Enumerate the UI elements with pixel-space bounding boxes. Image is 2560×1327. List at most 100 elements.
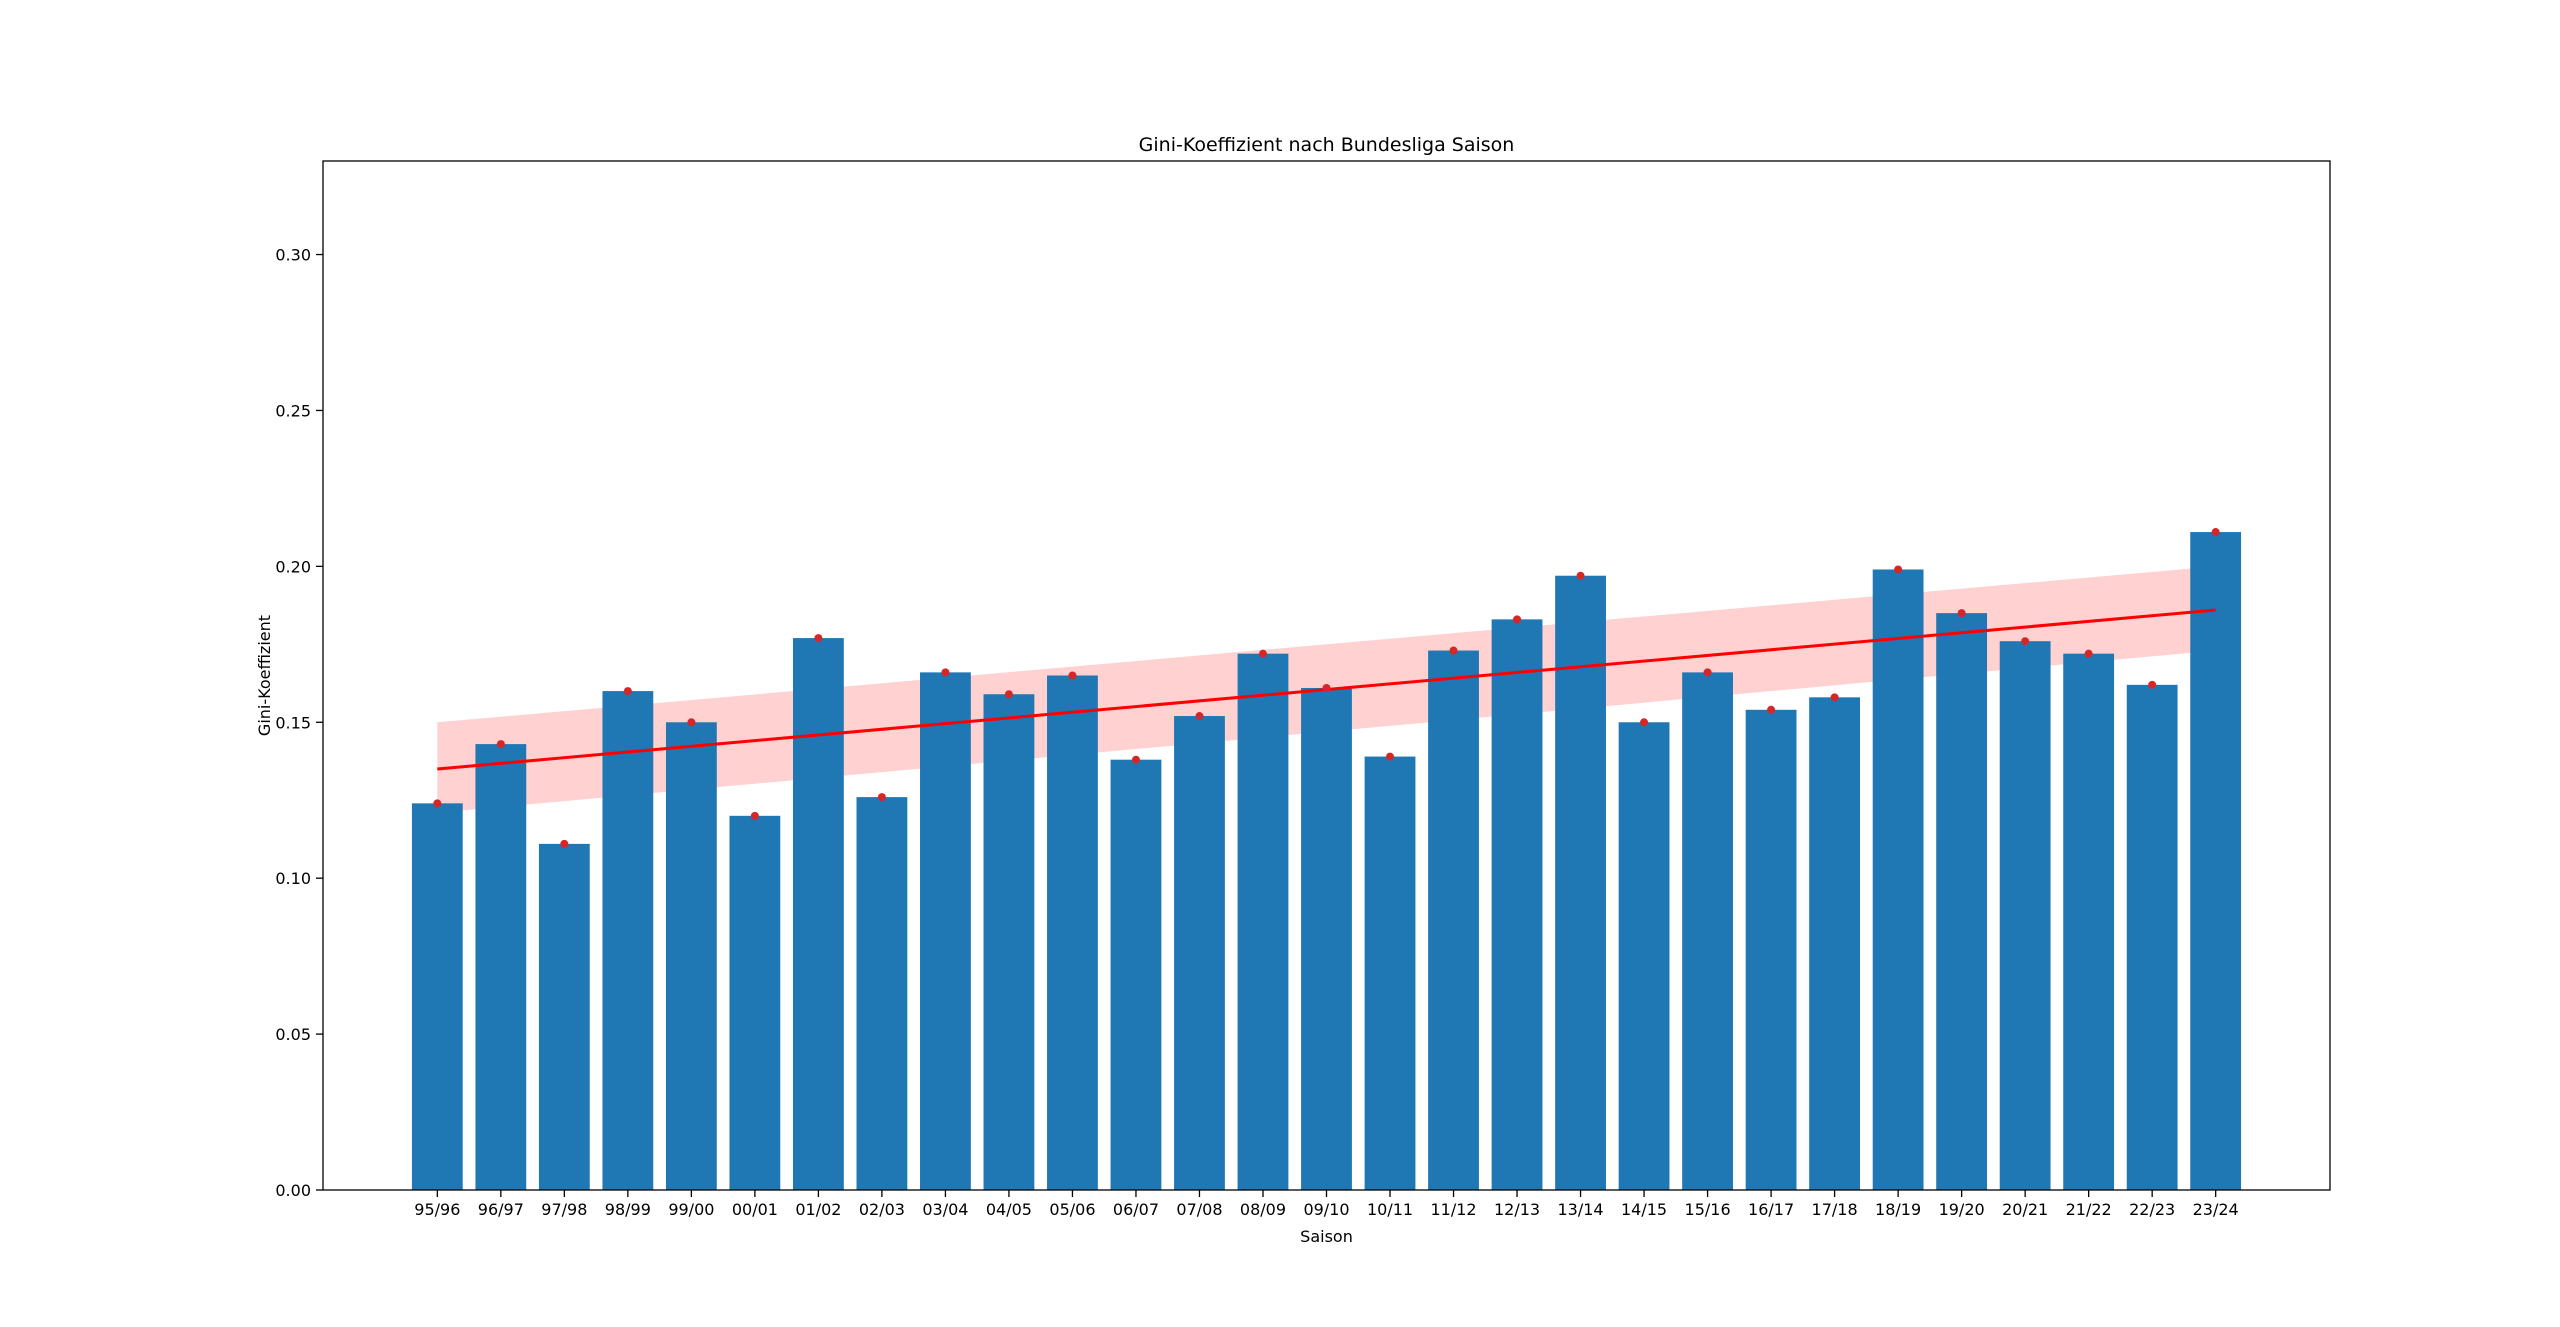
point-23-24	[2211, 528, 2220, 537]
x-tick-label: 97/98	[541, 1200, 587, 1219]
point-98-99	[623, 687, 632, 696]
bar-20-21	[1999, 641, 2051, 1190]
bar-98-99	[602, 691, 654, 1190]
x-tick-label: 21/22	[2066, 1200, 2112, 1219]
point-21-22	[2084, 649, 2093, 658]
bar-05-06	[1047, 675, 1098, 1190]
x-tick-label: 20/21	[2002, 1200, 2048, 1219]
point-17-18	[1830, 693, 1839, 702]
point-02-03	[877, 793, 886, 802]
point-04-05	[1004, 690, 1013, 699]
x-tick-label: 05/06	[1049, 1200, 1095, 1219]
y-axis: 0.00 0.05 0.10 0.15 0.20 0.25 0.30	[275, 246, 323, 1200]
point-22-23	[2148, 680, 2157, 689]
bar-95-96	[411, 803, 463, 1190]
bar-06-07	[1110, 759, 1162, 1190]
x-tick-label: 17/18	[1812, 1200, 1858, 1219]
y-tick-label: 0.25	[275, 401, 311, 420]
x-tick-label: 14/15	[1621, 1200, 1667, 1219]
x-tick-label: 16/17	[1748, 1200, 1794, 1219]
point-05-06	[1068, 671, 1077, 680]
x-tick-label: 98/99	[605, 1200, 651, 1219]
bar-23-24	[2190, 532, 2242, 1190]
bar-99-00	[665, 722, 717, 1190]
bar-13-14	[1555, 575, 1606, 1190]
bar-07-08	[1174, 716, 1225, 1190]
point-08-09	[1258, 649, 1267, 658]
y-tick-label: 0.10	[275, 869, 311, 888]
point-11-12	[1449, 646, 1458, 655]
x-tick-label: 07/08	[1176, 1200, 1222, 1219]
point-96-97	[496, 740, 505, 749]
points-layer	[433, 528, 2220, 848]
bar-00-01	[729, 815, 781, 1190]
point-09-10	[1322, 683, 1331, 692]
bar-97-98	[538, 843, 590, 1190]
bar-22-23	[2126, 684, 2178, 1190]
bar-04-05	[983, 694, 1035, 1190]
x-tick-label: 96/97	[478, 1200, 524, 1219]
point-20-21	[2021, 637, 2030, 646]
bar-21-22	[2063, 653, 2115, 1190]
y-tick-label: 0.20	[275, 557, 311, 576]
y-tick-label: 0.30	[275, 246, 311, 265]
point-03-04	[941, 668, 950, 677]
point-15-16	[1703, 668, 1712, 677]
bar-02-03	[856, 797, 908, 1190]
bar-19-20	[1936, 613, 1988, 1190]
point-95-96	[433, 799, 442, 808]
point-00-01	[750, 811, 759, 820]
x-tick-label: 06/07	[1113, 1200, 1159, 1219]
bar-03-04	[920, 672, 971, 1190]
x-tick-label: 12/13	[1494, 1200, 1540, 1219]
x-tick-label: 18/19	[1875, 1200, 1921, 1219]
bar-16-17	[1745, 709, 1797, 1190]
y-tick-label: 0.05	[275, 1025, 311, 1044]
x-axis-label: Saison	[1300, 1227, 1353, 1246]
bar-09-10	[1301, 687, 1352, 1190]
bar-01-02	[792, 638, 844, 1190]
x-tick-label: 09/10	[1303, 1200, 1349, 1219]
point-14-15	[1640, 718, 1649, 727]
bars-layer	[411, 532, 2242, 1190]
x-tick-label: 00/01	[732, 1200, 778, 1219]
x-tick-label: 22/23	[2129, 1200, 2175, 1219]
bar-17-18	[1809, 697, 1861, 1190]
point-18-19	[1894, 565, 1903, 574]
x-tick-label: 02/03	[859, 1200, 905, 1219]
y-tick-label: 0.00	[275, 1181, 311, 1200]
x-axis: 95/96 96/97 97/98 98/99 99/00 00/01 01/02 02/03…	[414, 1190, 2239, 1219]
x-tick-label: 11/12	[1430, 1200, 1476, 1219]
x-tick-label: 15/16	[1685, 1200, 1731, 1219]
x-tick-label: 13/14	[1557, 1200, 1603, 1219]
y-axis-label: Gini-Koeffizient	[255, 615, 274, 736]
bar-08-09	[1237, 653, 1289, 1190]
bar-14-15	[1618, 722, 1670, 1190]
point-12-13	[1513, 615, 1522, 624]
point-19-20	[1957, 609, 1966, 618]
x-tick-label: 08/09	[1240, 1200, 1286, 1219]
point-06-07	[1131, 755, 1140, 764]
bar-12-13	[1491, 619, 1543, 1190]
chart-title: Gini-Koeffizient nach Bundesliga Saison	[1139, 134, 1515, 156]
x-tick-label: 03/04	[922, 1200, 968, 1219]
point-13-14	[1576, 571, 1585, 580]
point-97-98	[560, 839, 569, 848]
point-10-11	[1386, 752, 1395, 761]
x-tick-label: 19/20	[1939, 1200, 1985, 1219]
x-tick-label: 99/00	[668, 1200, 714, 1219]
bar-96-97	[475, 744, 527, 1190]
bar-10-11	[1364, 756, 1416, 1190]
point-99-00	[687, 718, 696, 727]
y-tick-label: 0.15	[275, 713, 311, 732]
x-tick-label: 10/11	[1367, 1200, 1413, 1219]
x-tick-label: 01/02	[795, 1200, 841, 1219]
bar-18-19	[1872, 569, 1924, 1190]
x-tick-label: 23/24	[2193, 1200, 2239, 1219]
point-01-02	[814, 634, 823, 643]
x-tick-label: 95/96	[414, 1200, 460, 1219]
point-16-17	[1767, 705, 1776, 714]
x-tick-label: 04/05	[986, 1200, 1032, 1219]
